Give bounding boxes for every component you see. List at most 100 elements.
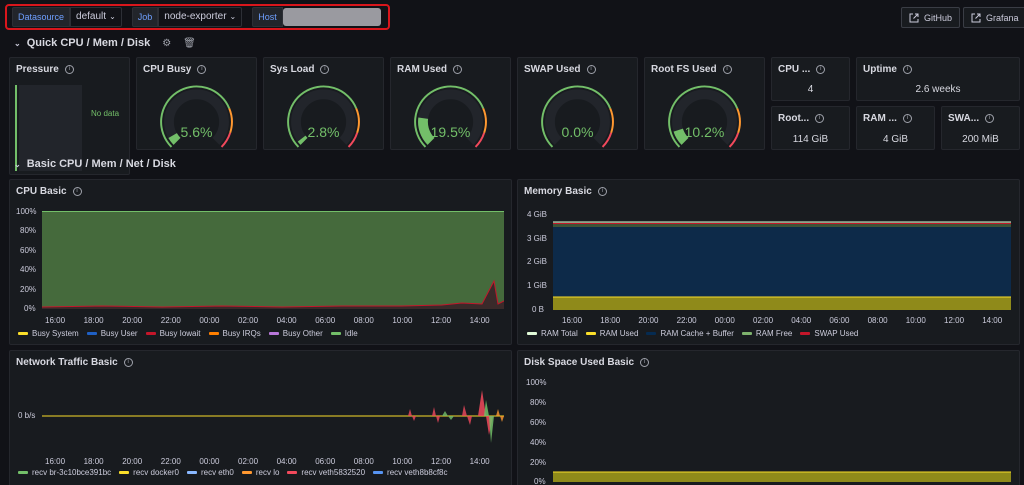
- y-tick: 80%: [530, 398, 547, 407]
- legend-label: Busy Other: [282, 329, 323, 338]
- ram-used-area: [553, 297, 1011, 310]
- legend-swatch: [241, 471, 252, 474]
- gauge-threshold-red: [474, 132, 486, 148]
- panel-title: Root... i: [778, 113, 825, 124]
- legend-swatch: [373, 471, 384, 474]
- legend-item[interactable]: RAM Total: [527, 329, 578, 338]
- info-icon[interactable]: i: [902, 114, 912, 123]
- ram-used-gauge: [414, 85, 487, 148]
- gauge-fill: [168, 133, 181, 145]
- legend-label: RAM Cache + Buffer: [660, 329, 734, 338]
- gauge-threshold-orange: [736, 107, 741, 134]
- disk-basic-plot: [553, 471, 1011, 482]
- gauge-threshold-green: [668, 85, 739, 148]
- legend-item[interactable]: Busy Iowait: [145, 329, 201, 338]
- x-tick: 16:00: [562, 316, 583, 325]
- legend-label: recv lo: [255, 468, 280, 477]
- gauge-track: [164, 89, 229, 145]
- x-tick: 10:00: [905, 316, 926, 325]
- y-tick: 60%: [20, 246, 37, 255]
- x-tick: 04:00: [791, 316, 812, 325]
- x-tick: 16:00: [45, 316, 66, 325]
- legend-item[interactable]: Busy User: [86, 329, 138, 338]
- x-tick: 16:00: [45, 457, 66, 466]
- row-basic-title[interactable]: ⌄ Basic CPU / Mem / Net / Disk: [14, 158, 176, 170]
- panel-disk-basic: Disk Space Used Basic i 100% 80% 60% 40% …: [517, 350, 1020, 485]
- host-select[interactable]: [282, 8, 381, 26]
- legend-item[interactable]: Idle: [330, 329, 358, 338]
- network-basic-plot: [42, 390, 504, 443]
- gauge-track: [291, 89, 356, 145]
- external-link-icon: [909, 13, 919, 22]
- panel-title: RAM ... i: [863, 113, 912, 124]
- panel-title: Uptime i: [863, 64, 912, 75]
- info-icon[interactable]: i: [816, 65, 826, 74]
- y-tick: 80%: [20, 226, 37, 235]
- legend-item[interactable]: RAM Free: [741, 329, 793, 338]
- row-quick-label: Quick CPU / Mem / Disk: [26, 37, 151, 49]
- gauge-threshold-orange: [228, 107, 233, 134]
- root-fs-total-value: 114 GiB: [792, 134, 829, 145]
- legend-item[interactable]: RAM Cache + Buffer: [646, 329, 734, 338]
- legend-swatch: [585, 332, 596, 335]
- x-tick: 00:00: [199, 457, 220, 466]
- gauge-threshold-orange: [482, 107, 487, 134]
- legend-item[interactable]: recv lo: [241, 468, 280, 477]
- legend-item[interactable]: SWAP Used: [800, 329, 858, 338]
- trash-icon[interactable]: 🗑: [183, 37, 196, 49]
- gear-icon[interactable]: ⚙: [162, 37, 172, 49]
- pressure-track: [19, 85, 82, 171]
- root-fs-total-title: Root...: [778, 113, 810, 124]
- pressure-bar: [15, 85, 17, 171]
- panel-cpu-busy: CPU Busy i 5.6%: [136, 57, 257, 150]
- info-icon[interactable]: i: [640, 358, 650, 367]
- info-icon[interactable]: i: [722, 65, 732, 74]
- grafana-button[interactable]: Grafana: [963, 7, 1024, 28]
- x-tick: 10:00: [392, 457, 413, 466]
- panel-title: Disk Space Used Basic i: [524, 357, 650, 368]
- job-select[interactable]: node-exporter ⌄: [158, 7, 243, 27]
- cpu-busy-gauge: [160, 85, 233, 148]
- chevron-down-icon: ⌄: [14, 38, 21, 48]
- info-icon[interactable]: i: [985, 114, 995, 123]
- info-icon[interactable]: i: [320, 65, 330, 74]
- info-icon[interactable]: i: [902, 65, 912, 74]
- info-icon[interactable]: i: [597, 187, 607, 196]
- swap-used-gauge: [541, 85, 614, 148]
- legend-item[interactable]: recv br-3c10bce391bc: [18, 468, 111, 477]
- x-tick: 18:00: [83, 316, 104, 325]
- datasource-select[interactable]: default ⌄: [70, 7, 122, 27]
- legend-label: recv eth0: [200, 468, 234, 477]
- y-tick: 3 GiB: [527, 234, 548, 243]
- gauge-threshold-red: [728, 132, 740, 148]
- y-tick: 100%: [526, 378, 547, 387]
- legend-item[interactable]: Busy Other: [268, 329, 323, 338]
- legend-item[interactable]: recv veth8b8cf8c: [373, 468, 448, 477]
- x-tick: 14:00: [469, 457, 490, 466]
- legend-item[interactable]: Busy IRQs: [208, 329, 261, 338]
- legend-item[interactable]: Busy System: [18, 329, 79, 338]
- legend-label: RAM Free: [755, 329, 793, 338]
- x-tick: 00:00: [714, 316, 735, 325]
- sys-load-gauge: [287, 85, 360, 148]
- row-quick-title[interactable]: ⌄ Quick CPU / Mem / Disk ⚙ 🗑: [14, 37, 196, 49]
- cpu-cores-title: CPU ...: [778, 64, 811, 75]
- panel-uptime: Uptime i 2.6 weeks: [856, 57, 1020, 101]
- legend-swatch: [18, 471, 28, 474]
- legend-item[interactable]: recv docker0: [119, 468, 179, 477]
- info-icon[interactable]: i: [72, 187, 82, 196]
- legend-item[interactable]: RAM Used: [585, 329, 638, 338]
- x-tick: 04:00: [276, 457, 297, 466]
- info-icon[interactable]: i: [123, 358, 133, 367]
- info-icon[interactable]: i: [453, 65, 463, 74]
- y-tick: 0%: [24, 304, 36, 313]
- info-icon[interactable]: i: [586, 65, 596, 74]
- info-icon[interactable]: i: [64, 65, 74, 74]
- info-icon[interactable]: i: [815, 114, 825, 123]
- sys-load-title: Sys Load: [270, 64, 315, 75]
- panel-ram-used: RAM Used i 19.5%: [390, 57, 511, 150]
- legend-item[interactable]: recv veth5832520: [287, 468, 365, 477]
- legend-item[interactable]: recv eth0: [186, 468, 234, 477]
- info-icon[interactable]: i: [197, 65, 207, 74]
- github-button[interactable]: GitHub: [901, 7, 961, 28]
